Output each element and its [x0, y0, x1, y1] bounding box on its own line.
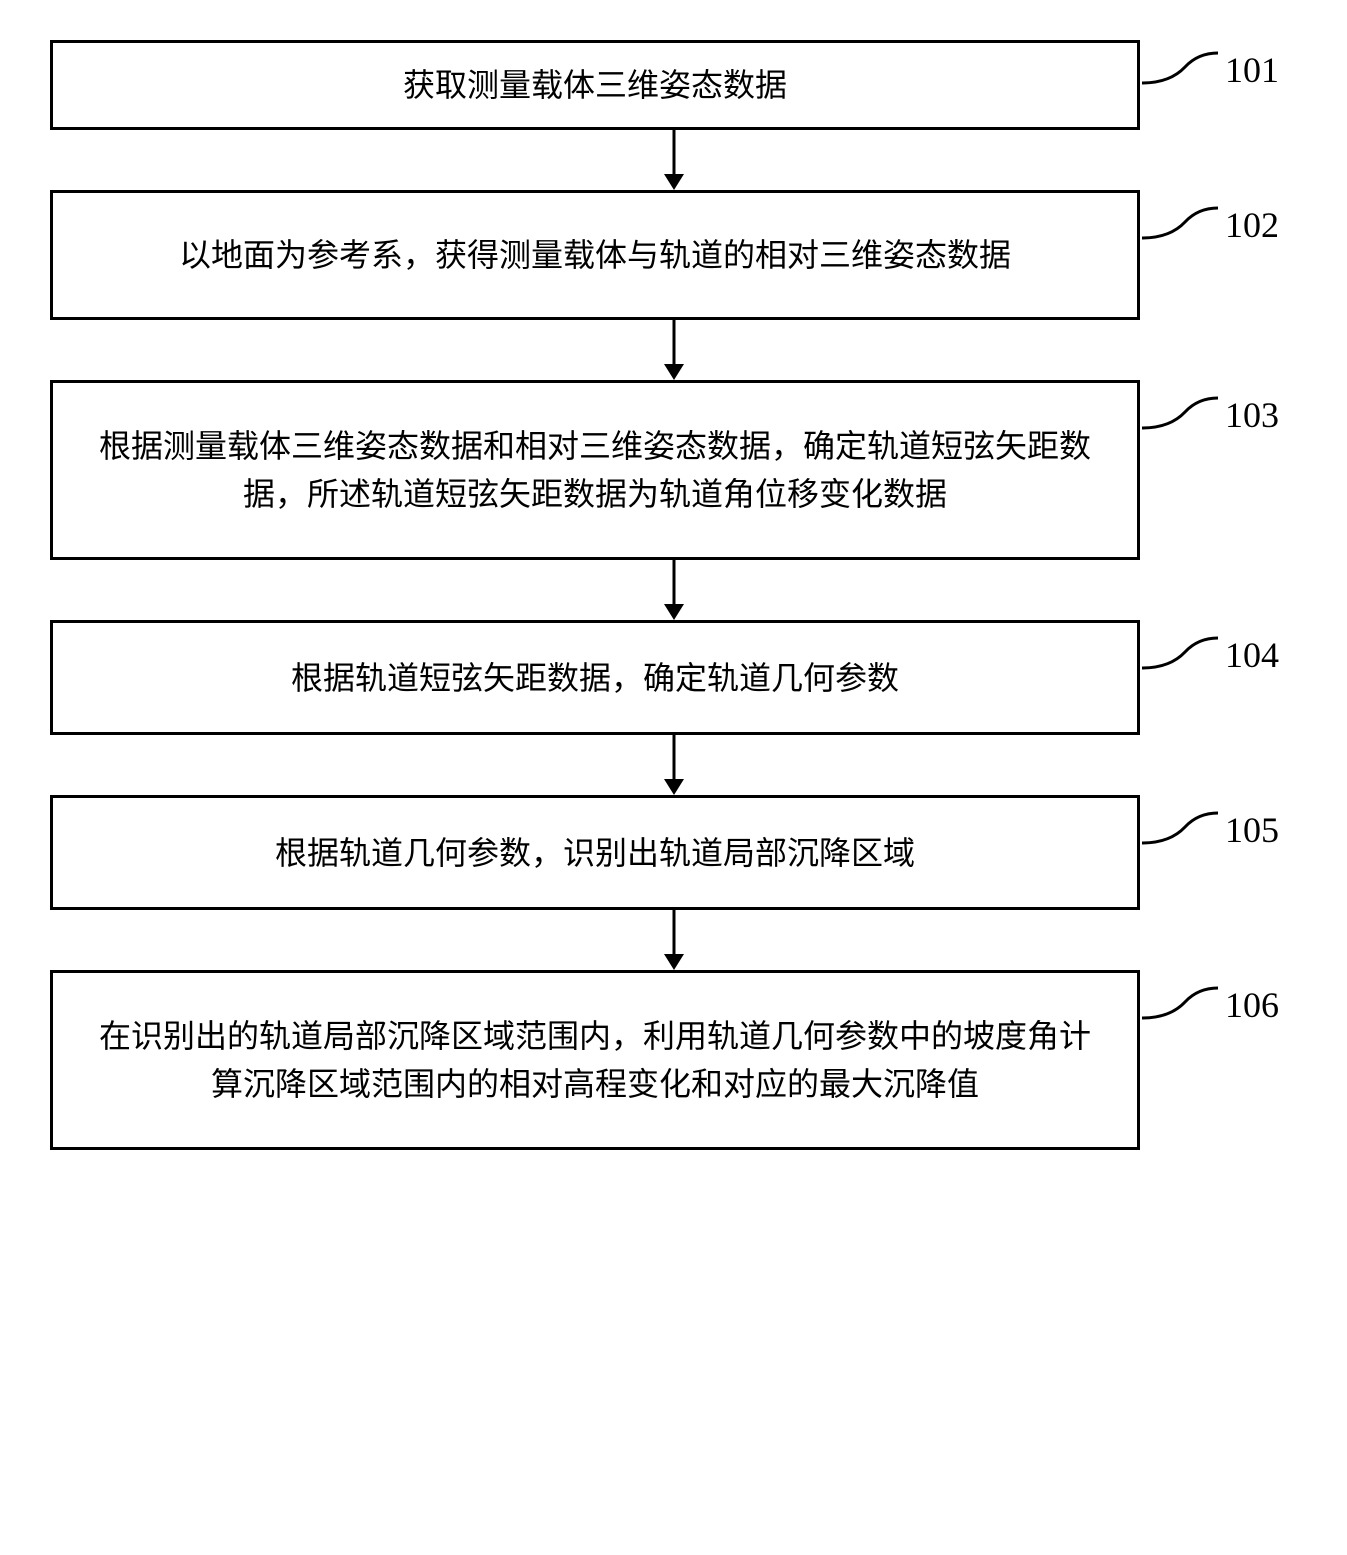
arrow-down-icon [654, 130, 694, 190]
flowchart-row: 以地面为参考系，获得测量载体与轨道的相对三维姿态数据 102 [50, 190, 1297, 320]
connector-curve-icon [1140, 630, 1220, 680]
flowchart-node: 获取测量载体三维姿态数据 [50, 40, 1140, 130]
node-label-connector: 106 [1140, 980, 1279, 1030]
flowchart-row: 在识别出的轨道局部沉降区域范围内，利用轨道几何参数中的坡度角计算沉降区域范围内的… [50, 970, 1297, 1150]
connector-curve-icon [1140, 980, 1220, 1030]
flowchart-node: 以地面为参考系，获得测量载体与轨道的相对三维姿态数据 [50, 190, 1140, 320]
flowchart-arrow [129, 130, 1219, 190]
arrow-down-icon [654, 910, 694, 970]
flowchart-row: 根据轨道几何参数，识别出轨道局部沉降区域 105 [50, 795, 1297, 910]
flowchart-row: 获取测量载体三维姿态数据 101 [50, 40, 1297, 130]
flowchart-arrow [129, 735, 1219, 795]
connector-curve-icon [1140, 805, 1220, 855]
connector-curve-icon [1140, 390, 1220, 440]
flowchart-node: 根据轨道短弦矢距数据，确定轨道几何参数 [50, 620, 1140, 735]
flowchart-arrow [129, 910, 1219, 970]
node-label-connector: 102 [1140, 200, 1279, 250]
node-label: 105 [1225, 809, 1279, 851]
flowchart-node: 根据轨道几何参数，识别出轨道局部沉降区域 [50, 795, 1140, 910]
flowchart-arrow [129, 560, 1219, 620]
arrow-down-icon [654, 320, 694, 380]
node-label-connector: 104 [1140, 630, 1279, 680]
node-label: 102 [1225, 204, 1279, 246]
node-label-connector: 103 [1140, 390, 1279, 440]
flowchart-node: 在识别出的轨道局部沉降区域范围内，利用轨道几何参数中的坡度角计算沉降区域范围内的… [50, 970, 1140, 1150]
connector-curve-icon [1140, 45, 1220, 95]
node-label: 104 [1225, 634, 1279, 676]
node-label: 106 [1225, 984, 1279, 1026]
flowchart-row: 根据测量载体三维姿态数据和相对三维姿态数据，确定轨道短弦矢距数据，所述轨道短弦矢… [50, 380, 1297, 560]
arrow-down-icon [654, 735, 694, 795]
flowchart-container: 获取测量载体三维姿态数据 101 以地面为参考系，获得测量载体与轨道的相对三维姿… [50, 40, 1297, 1150]
node-label-connector: 105 [1140, 805, 1279, 855]
connector-curve-icon [1140, 200, 1220, 250]
node-label-connector: 101 [1140, 45, 1279, 95]
flowchart-row: 根据轨道短弦矢距数据，确定轨道几何参数 104 [50, 620, 1297, 735]
node-label: 101 [1225, 49, 1279, 91]
flowchart-node: 根据测量载体三维姿态数据和相对三维姿态数据，确定轨道短弦矢距数据，所述轨道短弦矢… [50, 380, 1140, 560]
flowchart-arrow [129, 320, 1219, 380]
node-label: 103 [1225, 394, 1279, 436]
arrow-down-icon [654, 560, 694, 620]
